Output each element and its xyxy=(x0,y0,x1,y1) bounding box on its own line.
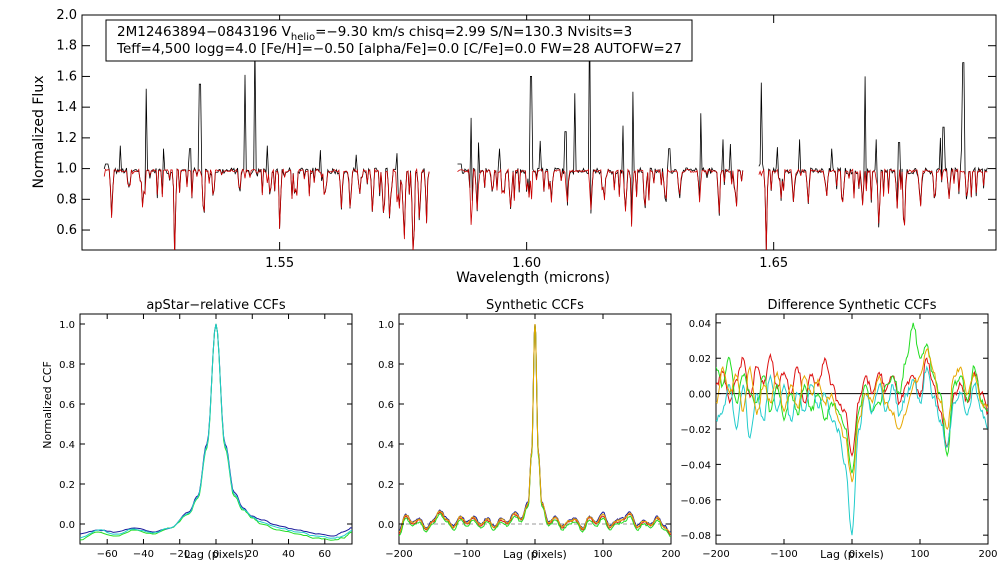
x-tick-label: 1.65 xyxy=(759,256,788,271)
apstar-ccf-title: apStar−relative CCFs xyxy=(146,298,286,313)
y-tick-label: 0.8 xyxy=(59,360,75,371)
difference-ccf-title: Difference Synthetic CCFs xyxy=(767,298,936,313)
ccf-series-visit-2 xyxy=(399,323,671,533)
ccf-series-visit-1 xyxy=(80,323,352,537)
apstar-ccf-lines xyxy=(80,323,352,541)
y-tick-label: −0.02 xyxy=(680,425,711,436)
spectrum-data-lines xyxy=(103,15,988,250)
y-tick-label: 1.8 xyxy=(56,39,77,54)
x-tick-label: −20 xyxy=(169,549,190,560)
y-tick-label: 0.00 xyxy=(689,390,711,401)
x-tick-label: 200 xyxy=(661,549,680,560)
difference-ccf-x-axis-label: Lag (pixels) xyxy=(820,548,884,561)
y-tick-label: 0.4 xyxy=(59,440,75,451)
x-tick-label: 0 xyxy=(532,549,538,560)
ccf-series-visit-4 xyxy=(399,323,671,534)
x-tick-label: 1.60 xyxy=(512,256,541,271)
y-tick-label: 0.8 xyxy=(56,192,77,207)
synthetic-ccf-panel: −200 −100 0 100 200 0.0 0.2 0.4 0.6 0.8 1.0 Synthe… xyxy=(378,298,680,561)
x-tick-label: 100 xyxy=(593,549,612,560)
y-tick-label: 0.2 xyxy=(378,480,394,491)
ccf-series-visit-2 xyxy=(716,322,988,474)
apstar-ccf-y-axis-label: Normalized CCF xyxy=(41,361,54,449)
y-tick-label: 1.0 xyxy=(56,162,77,177)
y-tick-label: −0.06 xyxy=(680,496,711,507)
spectrum-plot-frame xyxy=(81,14,997,251)
y-tick-label: 1.4 xyxy=(56,100,77,115)
spectrum-axis-ticks: 1.55 1.60 1.65 0.6 0.8 1.0 1.2 1.4 1.6 1.8 2.0 xyxy=(56,8,996,271)
y-tick-label: 0.6 xyxy=(59,400,75,411)
x-tick-label: −60 xyxy=(97,549,118,560)
spectrum-y-axis-label: Normalized Flux xyxy=(31,76,47,189)
y-tick-label: 0.2 xyxy=(59,480,75,491)
ccf-series-visit-3 xyxy=(399,323,671,537)
x-tick-label: −40 xyxy=(133,549,154,560)
x-tick-label: −200 xyxy=(385,549,412,560)
synthetic-ccf-x-axis-label: Lag (pixels) xyxy=(503,548,567,561)
ccf-series-visit-3 xyxy=(80,323,352,539)
apstar-ccf-plot-frame xyxy=(79,313,353,545)
y-tick-label: 2.0 xyxy=(56,8,77,23)
x-tick-label: 60 xyxy=(318,549,331,560)
y-tick-label: 0.6 xyxy=(378,400,394,411)
y-tick-label: −0.04 xyxy=(680,460,711,471)
y-tick-label: 0.4 xyxy=(378,440,394,451)
y-tick-label: 0.04 xyxy=(689,319,711,330)
star-info-line-1: 2M12463894−0843196 Vhelio=−9.30 km/s chi… xyxy=(117,24,632,43)
synthetic-ccf-title: Synthetic CCFs xyxy=(486,298,584,313)
x-tick-label: 100 xyxy=(910,549,929,560)
observed-spectrum-line xyxy=(103,41,430,250)
x-tick-label: 1.55 xyxy=(265,256,294,271)
x-tick-label: 40 xyxy=(282,549,295,560)
synthetic-ccf-axis-ticks: −200 −100 0 100 200 0.0 0.2 0.4 0.6 0.8 1.0 xyxy=(378,314,681,560)
y-tick-label: 1.0 xyxy=(378,320,394,331)
spectrum-x-axis-label: Wavelength (microns) xyxy=(456,270,610,286)
ccf-series-visit-2 xyxy=(80,323,352,541)
star-info-line-2: Teff=4,500 logg=4.0 [Fe/H]=−0.50 [alpha/… xyxy=(116,41,682,57)
ccf-series-visit-1 xyxy=(716,352,988,458)
ccf-series-visit-1 xyxy=(399,323,671,536)
x-tick-label: −100 xyxy=(453,549,480,560)
x-tick-label: 200 xyxy=(978,549,997,560)
y-tick-label: −0.08 xyxy=(680,531,711,542)
y-tick-label: 1.6 xyxy=(56,69,77,84)
y-tick-label: 0.0 xyxy=(59,520,75,531)
y-tick-label: 1.2 xyxy=(56,131,77,146)
model-spectrum-line xyxy=(103,167,430,250)
difference-ccf-axis-ticks: −200 −100 0 100 200 −0.08 −0.06 −0.04 −0.02 0.00 0… xyxy=(680,314,998,560)
ccf-series-visit-3 xyxy=(716,365,988,536)
apstar-ccf-axis-ticks: −60 −40 −20 0 20 40 60 0.0 0.2 0.4 0.6 0.8 1.0 xyxy=(59,314,352,560)
difference-ccf-lines xyxy=(716,322,988,536)
y-tick-label: 0.02 xyxy=(689,354,711,365)
model-spectrum-line xyxy=(758,168,988,250)
ccf-series-visit-4 xyxy=(716,347,988,483)
difference-ccf-panel: −200 −100 0 100 200 −0.08 −0.06 −0.04 −0.02 0.00 0… xyxy=(680,298,997,561)
synthetic-ccf-lines xyxy=(399,323,671,537)
observed-spectrum-line xyxy=(758,62,988,250)
star-info-box xyxy=(105,19,693,62)
y-tick-label: 0.8 xyxy=(378,360,394,371)
spectrum-panel: 1.55 1.60 1.65 0.6 0.8 1.0 1.2 1.4 1.6 1.8 2.0 2M1… xyxy=(31,8,997,286)
x-tick-label: 0 xyxy=(213,549,219,560)
y-tick-label: 1.0 xyxy=(59,320,75,331)
apstar-ccf-panel: −60 −40 −20 0 20 40 60 0.0 0.2 0.4 0.6 0.8 1.0 apSta… xyxy=(41,298,353,561)
y-tick-label: 0.0 xyxy=(378,520,394,531)
model-spectrum-line xyxy=(457,168,744,227)
x-tick-label: −200 xyxy=(702,549,729,560)
apstar-ccf-x-axis-label: Lag (pixels) xyxy=(184,548,248,561)
x-tick-label: 0 xyxy=(849,549,855,560)
x-tick-label: −100 xyxy=(770,549,797,560)
y-tick-label: 0.6 xyxy=(56,223,77,238)
x-tick-label: 20 xyxy=(246,549,259,560)
